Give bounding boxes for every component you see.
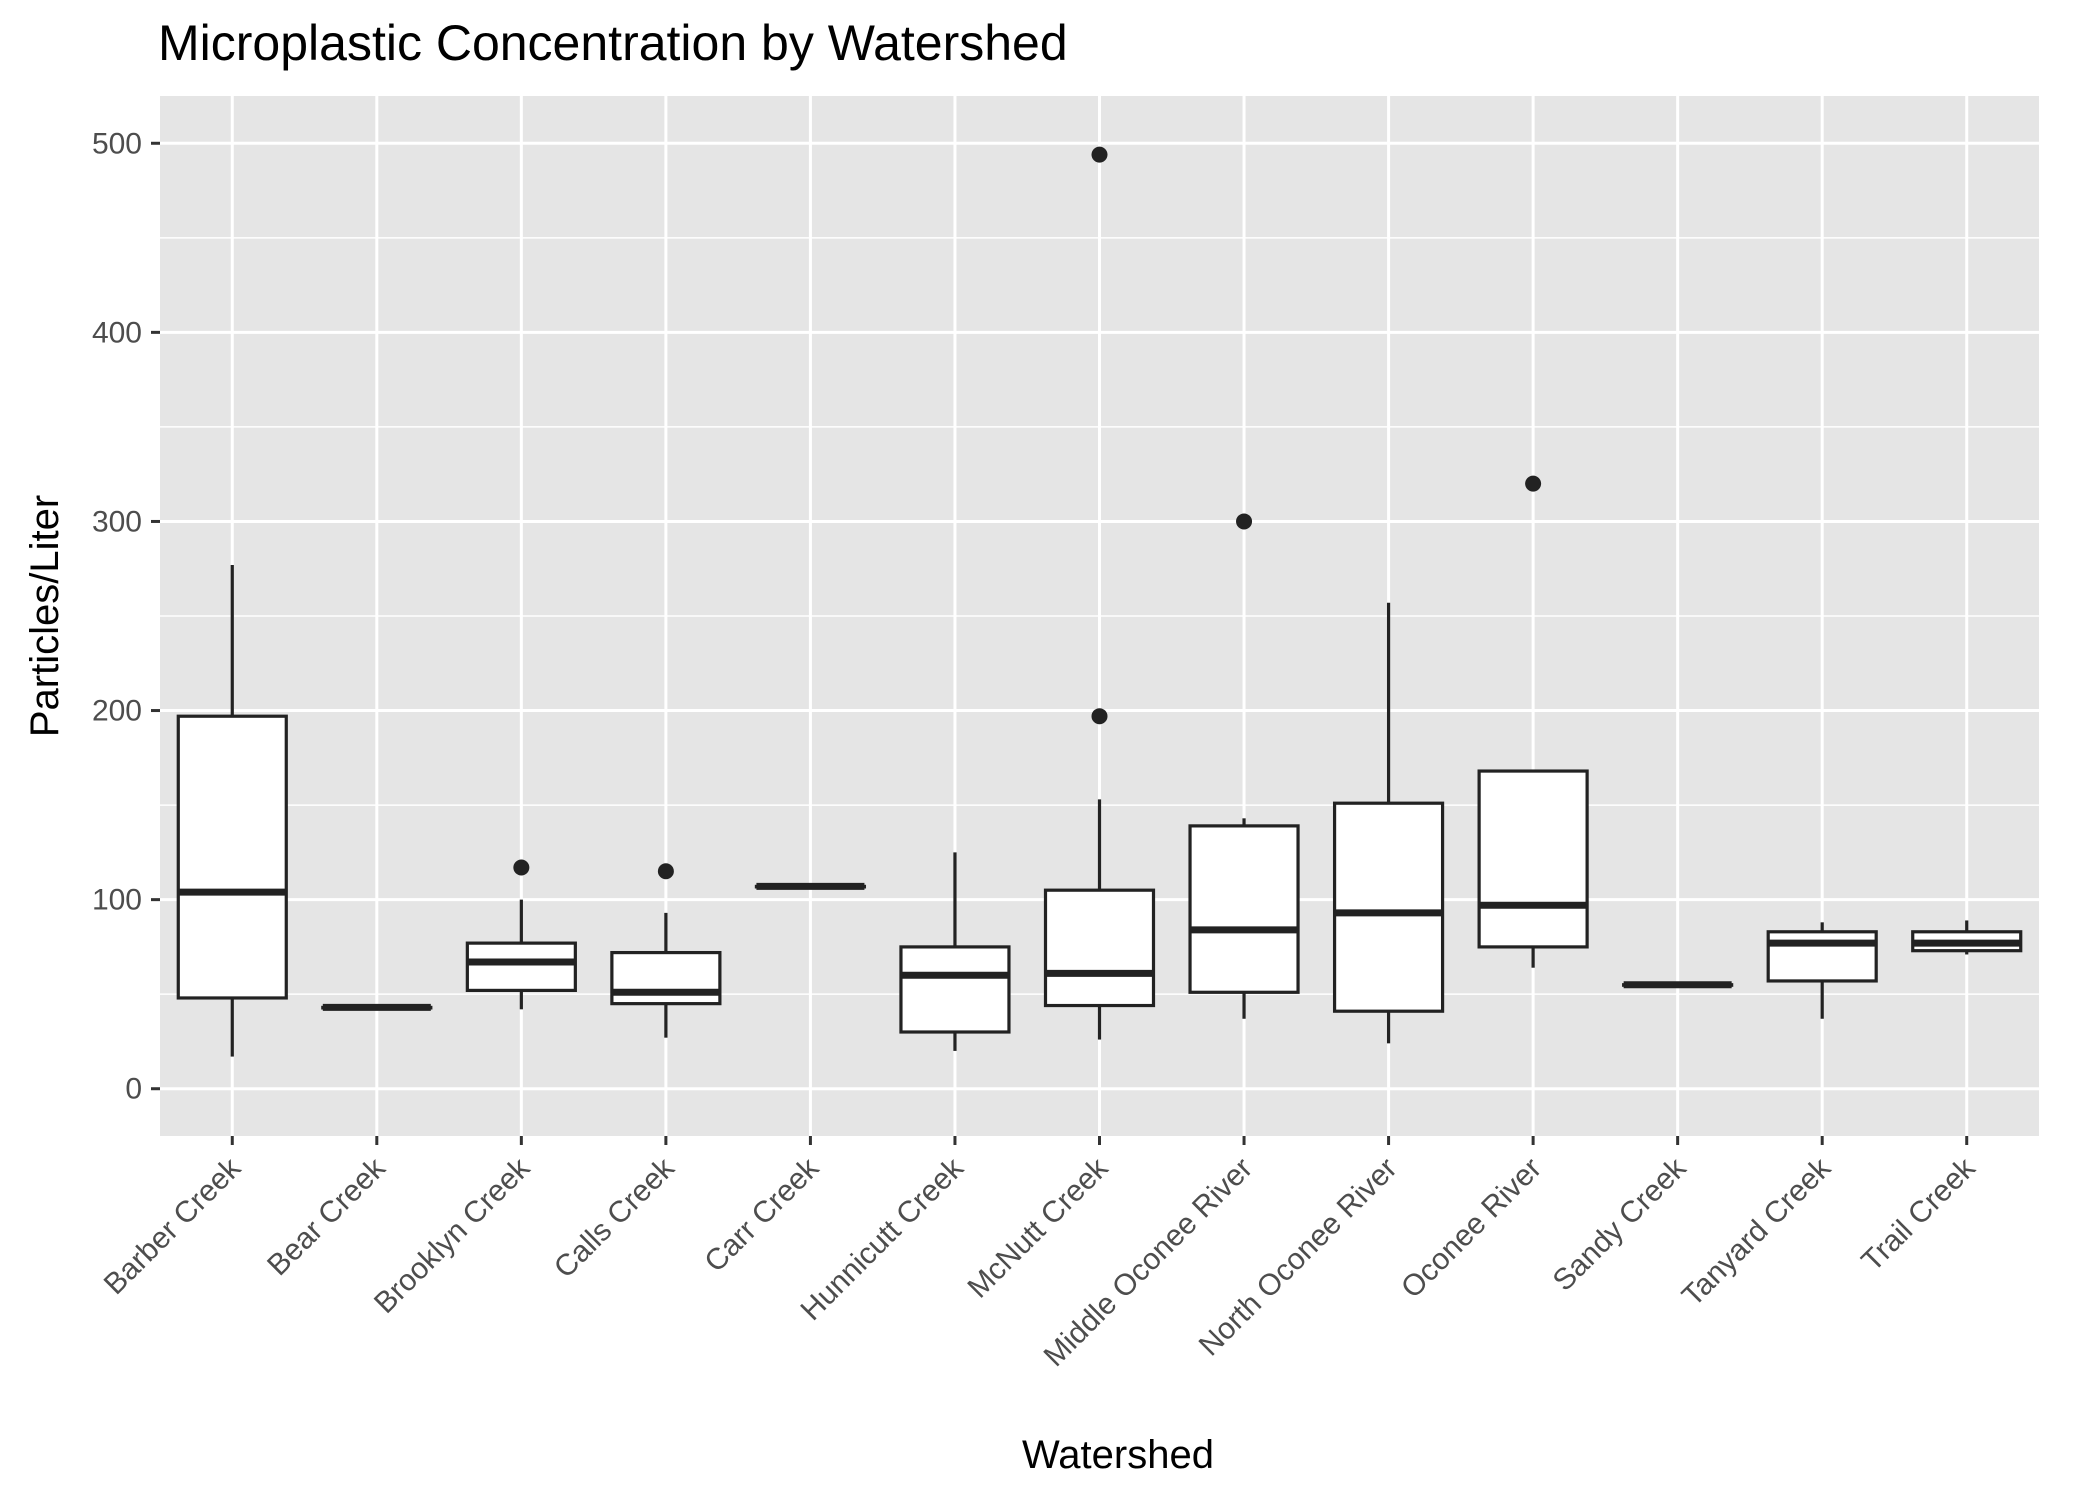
x-axis-title: Watershed	[1022, 1433, 1214, 1477]
outlier-point	[657, 863, 674, 880]
box-group	[465, 859, 577, 1010]
boxes-layer	[176, 146, 2023, 1057]
x-tick-label: Calls Creek	[548, 1151, 682, 1285]
y-tick-label: 400	[92, 316, 142, 349]
x-tick-label: Barber Creek	[98, 1151, 248, 1301]
y-axis: 0 100 200 300 400 500	[92, 127, 160, 1106]
y-tick-label: 100	[92, 884, 142, 917]
x-tick-label: Oconee River	[1395, 1152, 1548, 1305]
outlier-point	[1091, 146, 1108, 163]
y-axis-title: Particles/Liter	[23, 495, 67, 737]
y-tick-label: 300	[92, 505, 142, 538]
y-tick-label: 200	[92, 695, 142, 728]
box	[899, 945, 1011, 1034]
box-group	[1766, 922, 1878, 1019]
box-group	[1332, 602, 1445, 1044]
box	[1766, 930, 1878, 983]
box-group	[1622, 981, 1734, 989]
box-group	[1477, 475, 1589, 968]
box-group	[754, 882, 867, 890]
box	[1188, 824, 1300, 994]
x-tick-label: Brooklyn Creek	[368, 1151, 537, 1320]
box	[1332, 801, 1445, 1013]
box	[1043, 888, 1156, 1008]
x-tick-label: Carr Creek	[698, 1151, 826, 1279]
x-tick-label: Bear Creek	[261, 1151, 392, 1282]
outlier-point	[1091, 708, 1108, 725]
y-tick-label: 0	[125, 1073, 142, 1106]
chart-title: Microplastic Concentration by Watershed	[158, 15, 1068, 71]
box-group	[1188, 513, 1300, 1019]
x-tick-label: Sandy Creek	[1547, 1151, 1694, 1298]
y-tick-label: 500	[92, 127, 142, 160]
x-tick-label: McNutt Creek	[961, 1151, 1115, 1305]
x-tick-label: Trail Creek	[1855, 1151, 1982, 1278]
box	[176, 714, 288, 1000]
box	[1477, 769, 1589, 949]
box-group	[321, 1003, 433, 1011]
outlier-point	[513, 859, 530, 876]
box-group	[1043, 146, 1156, 1040]
box-group	[1911, 920, 2023, 955]
box-group	[176, 564, 288, 1057]
outlier-point	[1236, 513, 1253, 530]
outlier-point	[1525, 475, 1542, 492]
box-group	[610, 863, 722, 1038]
box	[465, 941, 577, 992]
box	[610, 950, 722, 1006]
box-group	[899, 852, 1011, 1051]
x-tick-label: Tanyard Creek	[1676, 1151, 1838, 1313]
